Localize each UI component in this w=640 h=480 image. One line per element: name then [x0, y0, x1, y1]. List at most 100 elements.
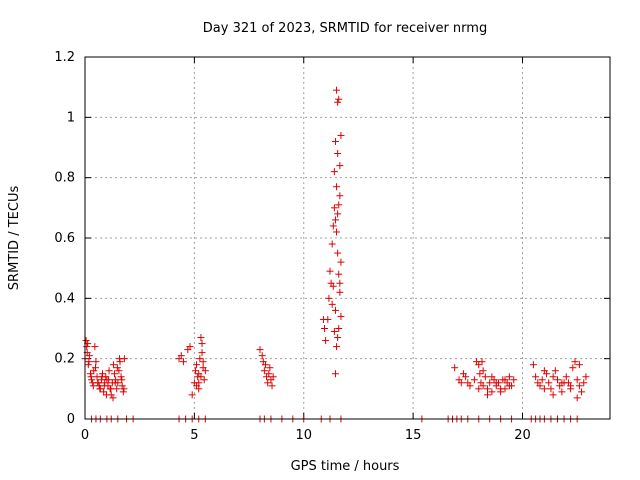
data-point	[265, 370, 273, 378]
data-point	[100, 382, 108, 390]
data-point	[193, 361, 201, 369]
data-point	[115, 367, 123, 375]
data-point	[562, 373, 570, 381]
data-point	[551, 367, 559, 375]
data-point	[83, 343, 91, 351]
data-point	[476, 370, 484, 378]
data-point	[478, 358, 486, 366]
y-tick-label: 0.6	[54, 231, 75, 246]
data-point	[492, 379, 500, 387]
data-point	[98, 373, 106, 381]
data-point	[100, 388, 108, 396]
data-point	[547, 385, 555, 393]
data-point	[567, 382, 575, 390]
grid-lines	[85, 57, 610, 419]
data-point	[582, 373, 590, 381]
data-point	[335, 270, 343, 278]
data-point	[334, 150, 342, 158]
data-point	[82, 337, 90, 345]
data-point	[179, 358, 187, 366]
data-point	[497, 385, 505, 393]
data-point	[451, 364, 459, 372]
data-point	[466, 382, 474, 390]
data-point	[186, 343, 194, 351]
data-point	[569, 364, 577, 372]
data-point	[571, 358, 579, 366]
data-point	[488, 373, 496, 381]
data-point	[457, 379, 465, 387]
data-point	[540, 385, 548, 393]
data-point	[109, 361, 117, 369]
data-point	[554, 376, 561, 384]
y-tick-label: 0.2	[54, 352, 75, 367]
axis-ticks: 0 0.2 0.4 0.6 0.8 1 1.2 0 5 10 15 20	[54, 50, 610, 443]
data-point	[198, 349, 206, 357]
data-point	[336, 162, 344, 170]
data-point	[505, 382, 513, 390]
data-points	[81, 86, 590, 423]
data-point	[264, 379, 272, 387]
data-point	[475, 385, 483, 393]
data-point	[335, 95, 343, 103]
data-point	[321, 325, 329, 332]
data-point	[199, 358, 207, 366]
data-point	[105, 367, 113, 375]
data-point	[335, 325, 343, 332]
data-point	[85, 358, 93, 366]
x-tick-label: 15	[405, 428, 422, 443]
data-point	[334, 98, 342, 106]
data-point	[573, 376, 581, 384]
data-point	[470, 376, 478, 384]
data-point	[84, 361, 92, 369]
data-point	[336, 192, 344, 200]
data-point	[330, 204, 338, 212]
data-point	[191, 367, 199, 375]
data-point	[94, 379, 102, 387]
data-point	[538, 376, 546, 384]
data-point	[328, 240, 336, 248]
data-point	[479, 367, 487, 375]
data-point	[96, 385, 104, 393]
data-point	[328, 300, 336, 308]
data-point	[479, 382, 487, 390]
x-tick-label: 5	[190, 428, 198, 443]
data-point	[529, 361, 537, 369]
y-tick-label: 0.8	[54, 171, 75, 186]
data-point	[197, 334, 205, 342]
data-point	[573, 394, 581, 402]
data-point	[90, 367, 98, 375]
data-point	[331, 216, 339, 224]
data-point	[196, 355, 204, 363]
data-point	[330, 328, 338, 336]
data-point	[484, 391, 491, 399]
y-axis-label: SRMTID / TECUs	[7, 186, 22, 291]
data-point	[337, 312, 345, 320]
data-point	[266, 364, 274, 372]
data-point	[111, 370, 119, 378]
data-point	[120, 385, 128, 393]
data-point	[333, 343, 341, 351]
data-point	[462, 373, 470, 381]
data-point	[199, 364, 207, 372]
data-point	[116, 355, 124, 363]
x-tick-label: 0	[81, 428, 89, 443]
data-point	[325, 294, 333, 302]
data-point	[92, 364, 99, 372]
data-point	[334, 210, 342, 218]
data-point	[322, 337, 330, 345]
data-point	[91, 343, 99, 351]
data-point	[334, 249, 342, 257]
data-point	[195, 379, 203, 387]
data-point	[337, 258, 345, 266]
data-point	[543, 370, 551, 378]
chart-title: Day 321 of 2023, SRMTID for receiver nrm…	[203, 21, 487, 36]
data-point	[558, 379, 566, 387]
x-tick-label: 10	[295, 428, 312, 443]
data-point	[484, 385, 491, 393]
data-point	[532, 373, 540, 381]
data-point	[575, 361, 583, 369]
data-point	[119, 388, 127, 396]
data-point	[269, 373, 277, 381]
data-point	[330, 168, 338, 176]
